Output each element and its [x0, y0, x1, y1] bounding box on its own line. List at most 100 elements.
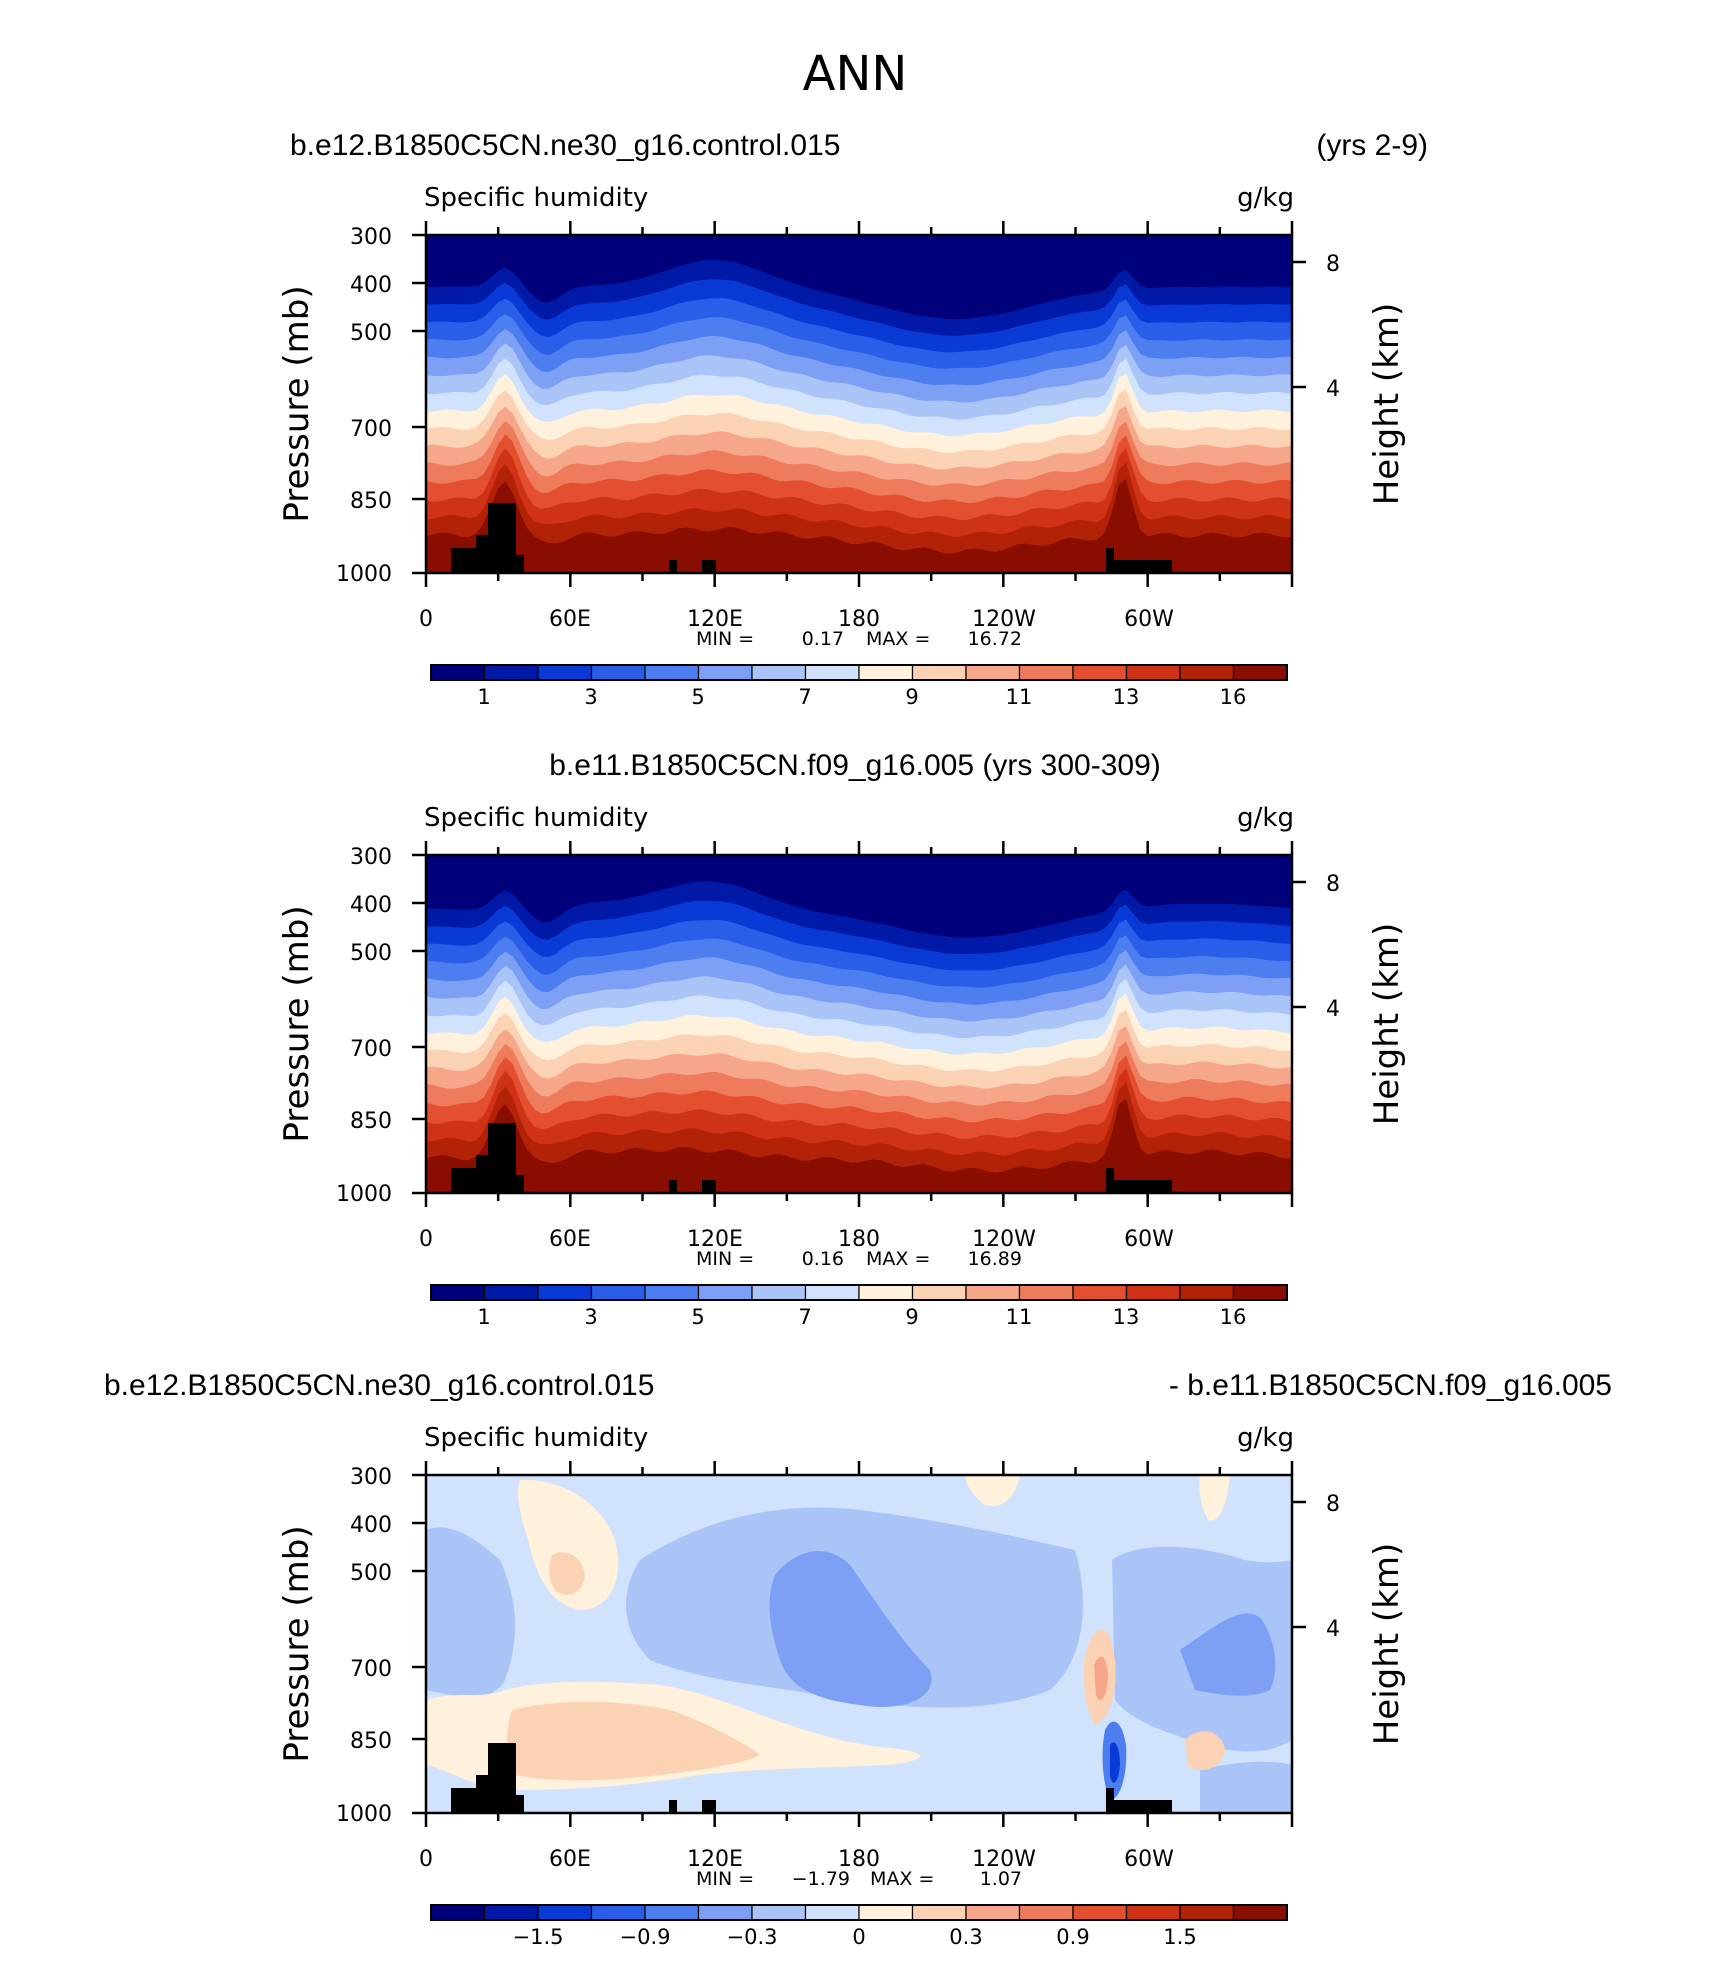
panel-3-neg-core: [769, 1551, 932, 1707]
topo3-block-0: [451, 1788, 476, 1813]
cbar2-box-5: [697, 1284, 753, 1301]
panel-3-max-label: MAX =: [870, 1868, 934, 1890]
cbar3-box-3: [590, 1904, 646, 1921]
panel-2-contours: [426, 855, 1292, 1193]
panel-1-y2tick-8: 8: [1326, 252, 1340, 277]
cbar1-box-4: [644, 664, 700, 681]
panel-3-min-value: −1.79: [792, 1868, 850, 1890]
panel-3: b.e12.B1850C5CN.ne30_g16.control.015 - b…: [104, 1369, 1612, 1949]
panel-1-ytick-500: 500: [350, 321, 392, 346]
cbar3-outline: [430, 1904, 1288, 1921]
topo2-block-0: [451, 1168, 476, 1193]
panel-2-ylabel: Pressure (mb): [277, 905, 317, 1142]
cbar1-box-2: [537, 664, 593, 681]
panel-3-pos-upper-west-core: [549, 1552, 585, 1595]
cbar3-box-1: [483, 1904, 539, 1921]
topo1-block-6: [1106, 548, 1114, 573]
panel-3-plot-area: [426, 1475, 1292, 1813]
panel-2-xtick-60e: 60E: [549, 1227, 591, 1252]
panel-3-y2tick-4: 4: [1326, 1617, 1340, 1642]
panel-1-cbar-label-7: 7: [798, 685, 811, 709]
panel-1-ytick-1000: 1000: [336, 562, 392, 587]
panel-2-cbar-label-11: 11: [1006, 1305, 1033, 1329]
panel-1-xtick-0: 0: [419, 607, 433, 632]
cbar3-box-15: [1232, 1904, 1288, 1921]
panel-3-cbar-label-0: 0: [852, 1925, 865, 1949]
cbar3-box-13: [1125, 1904, 1181, 1921]
cbar3-box-0: [430, 1904, 486, 1921]
topo3-block-3: [516, 1795, 524, 1813]
cbar1-box-14: [1179, 664, 1235, 681]
cbar2-box-2: [537, 1284, 593, 1301]
panel-1-case-years: (yrs 2-9): [1316, 129, 1428, 162]
panel-3-max-value: 1.07: [980, 1868, 1022, 1890]
panel-2-xtick-180: 180: [838, 1227, 880, 1252]
panel-1-ytick-300: 300: [350, 225, 392, 250]
cbar3-box-6: [751, 1904, 807, 1921]
cbar1-box-11: [1018, 664, 1074, 681]
cbar2-box-11: [1018, 1284, 1074, 1301]
panel-2-cbar-label-13: 13: [1113, 1305, 1140, 1329]
panel-3-xtick-60w: 60W: [1124, 1847, 1174, 1872]
cbar1-box-12: [1072, 664, 1128, 681]
panel-2-ytick-700: 700: [350, 1037, 392, 1062]
panel-3-colorbar: [430, 1904, 1288, 1921]
panel-3-ytick-300: 300: [350, 1465, 392, 1490]
cbar2-box-15: [1232, 1284, 1288, 1301]
cbar2-box-6: [751, 1284, 807, 1301]
cbar1-box-0: [430, 664, 486, 681]
panel-1-variable: Specific humidity: [424, 183, 648, 213]
panel-1-xtick-60w: 60W: [1124, 607, 1174, 632]
panel-1-units: g/kg: [1237, 183, 1294, 213]
panel-3-cbar-label-03: 0.3: [949, 1925, 982, 1949]
panel-3-xtick-60e: 60E: [549, 1847, 591, 1872]
topo3-block-4: [669, 1800, 677, 1813]
topo2-block-1: [476, 1155, 488, 1193]
panel-2-xtick-60w: 60W: [1124, 1227, 1174, 1252]
cbar3-box-12: [1072, 1904, 1128, 1921]
panel-3-ticks: [412, 1461, 1306, 1827]
cbar3-box-7: [804, 1904, 860, 1921]
cbar2-box-4: [644, 1284, 700, 1301]
topo2-block-7: [1112, 1180, 1172, 1193]
panel-3-xtick-0: 0: [419, 1847, 433, 1872]
panel-2-plot-area: [426, 855, 1292, 1193]
panel-2-max-label: MAX =: [866, 1248, 930, 1270]
topo3-block-7: [1112, 1800, 1172, 1813]
panel-1-contours: [426, 235, 1292, 573]
panel-1-xtick-180: 180: [838, 607, 880, 632]
panel-3-pos-lower-core: [507, 1701, 760, 1781]
cbar3-box-9: [911, 1904, 967, 1921]
cbar2-box-14: [1179, 1284, 1235, 1301]
cbar1-outline: [430, 664, 1288, 681]
panel-2-y2tick-4: 4: [1326, 997, 1340, 1022]
cbar1-box-9: [911, 664, 967, 681]
panel-3-topography: [451, 1743, 1172, 1813]
panel-3-xtick-120e: 120E: [687, 1847, 743, 1872]
panel-1-cbar-label-11: 11: [1006, 685, 1033, 709]
topo2-block-6: [1106, 1168, 1114, 1193]
panel-3-xtick-120w: 120W: [972, 1847, 1036, 1872]
panel-3-xtick-180: 180: [838, 1847, 880, 1872]
panel-3-pos-upper-west: [517, 1479, 619, 1610]
panel-3-ylabel: Pressure (mb): [277, 1525, 317, 1762]
panel-3-y2label: Height (km): [1367, 1543, 1407, 1746]
panel-3-cbar-label-09: 0.9: [1056, 1925, 1089, 1949]
panel-2-ytick-850: 850: [350, 1109, 392, 1134]
panel-2-ytick-500: 500: [350, 941, 392, 966]
panel-1: b.e12.B1850C5CN.ne30_g16.control.015 (yr…: [277, 129, 1428, 709]
panel-2: b.e11.B1850C5CN.f09_g16.005 (yrs 300-309…: [277, 749, 1407, 1329]
panel-3-neg-east-core: [1180, 1613, 1276, 1696]
panel-1-topography: [451, 503, 1172, 573]
panel-1-ticks: [412, 221, 1306, 587]
topo1-block-1: [476, 535, 488, 573]
cbar3-box-5: [697, 1904, 753, 1921]
topo1-block-3: [516, 555, 524, 573]
panel-2-xtick-120w: 120W: [972, 1227, 1036, 1252]
cbar2-outline: [430, 1284, 1288, 1301]
cbar1-box-5: [697, 664, 753, 681]
panel-2-xtick-120e: 120E: [687, 1227, 743, 1252]
topo1-block-4: [669, 560, 677, 573]
cbar1-box-6: [751, 664, 807, 681]
cbar2-box-3: [590, 1284, 646, 1301]
